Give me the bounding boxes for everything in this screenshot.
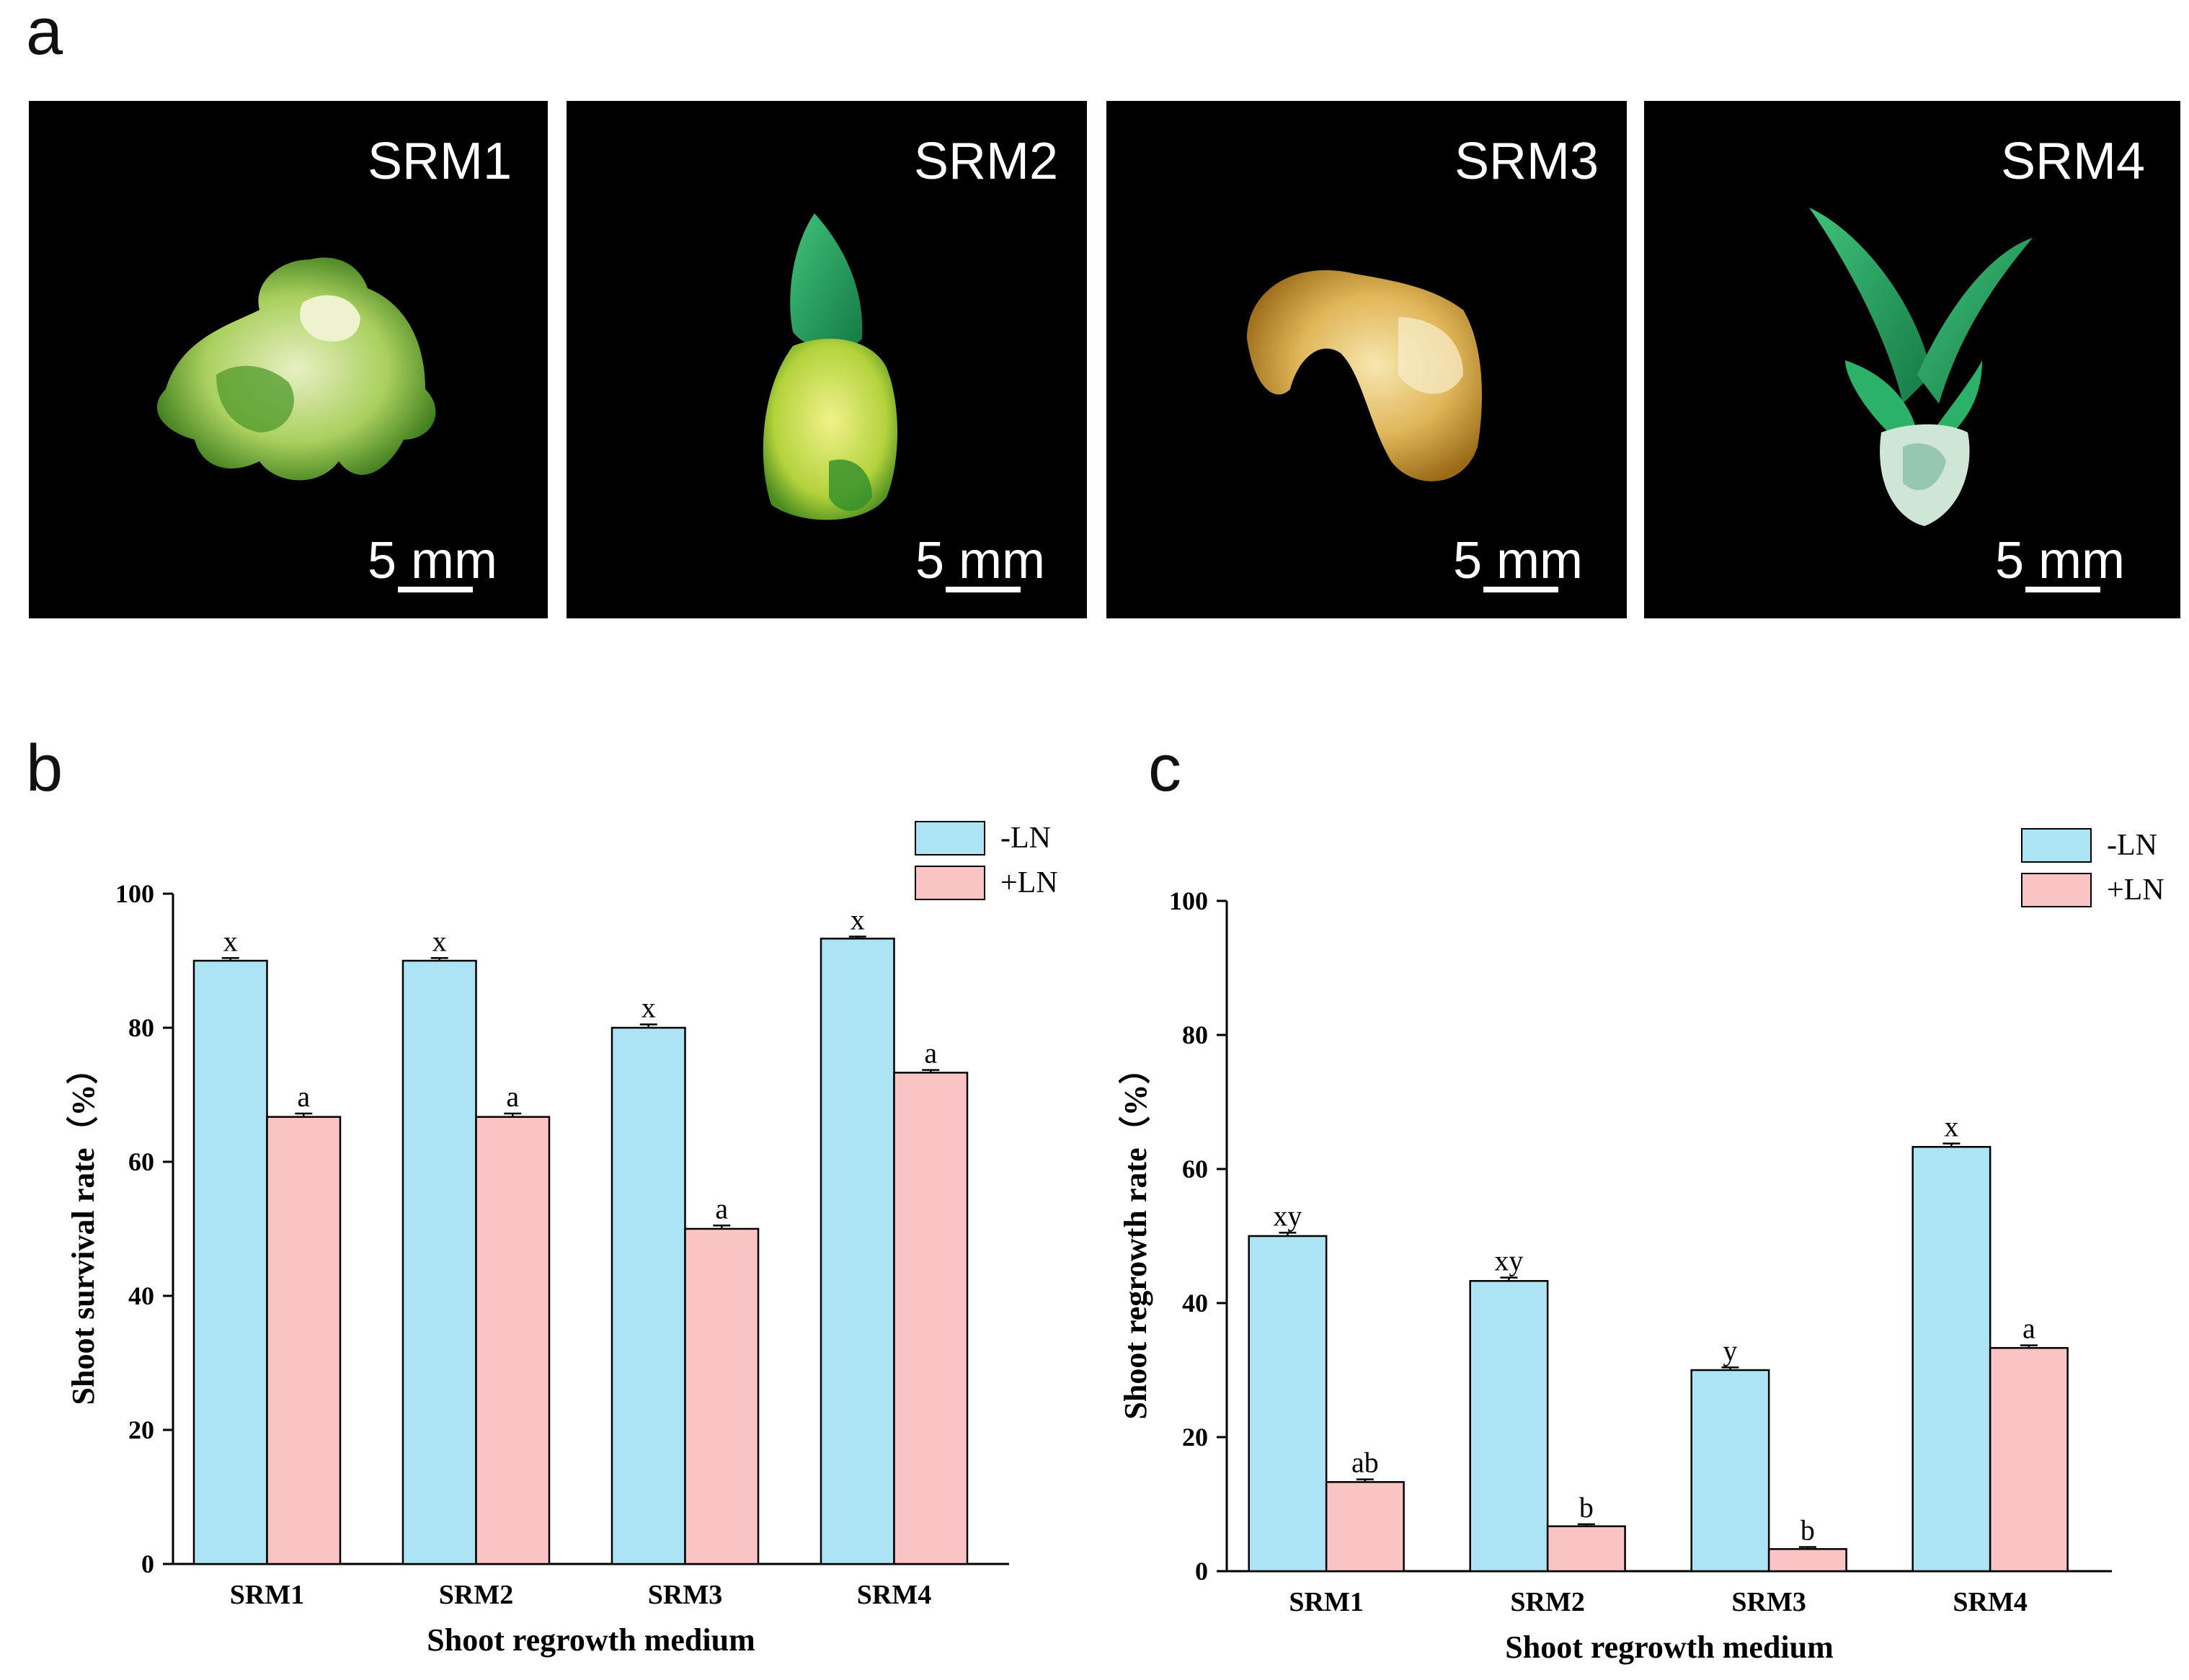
explant-srm1 (156, 257, 436, 481)
significance-letter: a (2023, 1312, 2035, 1345)
bar-c-srm4-minus-ln (1912, 1146, 1992, 1573)
bar-c-srm1-plus-ln (1325, 1481, 1405, 1573)
x-tick-label: SRM3 (1731, 1587, 1806, 1617)
x-axis-title: Shoot regrowth medium (427, 1622, 755, 1658)
y-tick-label: 20 (1182, 1423, 1208, 1452)
explant-srm4 (1809, 208, 2033, 526)
significance-letter: xy (1494, 1245, 1523, 1277)
bar-c-srm3-minus-ln (1690, 1369, 1770, 1573)
scale-bar-srm3 (1483, 587, 1558, 592)
y-tick-label: 20 (128, 1415, 154, 1444)
x-tick-label: SRM4 (1953, 1587, 2027, 1617)
legend-label-minus-ln: -LN (2107, 829, 2157, 862)
explant-srm3 (1247, 270, 1482, 481)
scale-bar-srm2 (946, 587, 1021, 592)
significance-letter: xy (1273, 1199, 1302, 1232)
y-tick-label: 40 (128, 1281, 154, 1310)
photo-label-srm1: SRM1 (368, 133, 512, 190)
x-tick-label: SRM1 (230, 1580, 304, 1610)
significance-letter: b (1801, 1514, 1815, 1547)
bar-b-srm1-plus-ln (266, 1116, 342, 1565)
bar-c-srm4-plus-ln (1989, 1347, 2069, 1573)
scale-label-srm4: 5 mm (1995, 532, 2125, 590)
significance-letter: x (432, 925, 447, 957)
significance-letter: x (851, 904, 865, 936)
panel-letter-a: a (26, 0, 63, 68)
photo-strip: SRM1 5 mm SRM2 5 mm SRM3 5 mm (29, 101, 2180, 618)
y-tick-label: 100 (115, 879, 154, 908)
significance-letter: x (223, 925, 238, 957)
y-axis-title: Shoot regrowth rate（%） (1118, 1052, 1153, 1419)
photo-srm3: SRM3 5 mm (1106, 101, 1627, 618)
bar-b-srm2-minus-ln (401, 959, 477, 1565)
y-tick-label: 0 (1195, 1557, 1208, 1586)
bar-b-srm4-minus-ln (820, 938, 895, 1565)
y-tick-label: 80 (128, 1013, 154, 1042)
legend-swatch-plus-ln (915, 866, 985, 900)
scale-label-srm1: 5 mm (368, 532, 497, 590)
legend-swatch-plus-ln (2021, 873, 2092, 907)
photo-label-srm3: SRM3 (1455, 133, 1599, 190)
bar-b-srm3-plus-ln (684, 1227, 760, 1565)
x-tick-label: SRM4 (857, 1580, 931, 1610)
photo-label-srm2: SRM2 (914, 133, 1058, 190)
photo-srm4: SRM4 5 mm (1644, 101, 2180, 618)
bar-c-srm2-minus-ln (1469, 1280, 1549, 1573)
significance-letter: a (506, 1080, 519, 1113)
x-axis-title: Shoot regrowth medium (1505, 1630, 1834, 1665)
scale-bar-srm4 (2025, 587, 2100, 592)
bar-b-srm4-plus-ln (893, 1072, 969, 1565)
y-tick-label: 60 (128, 1147, 154, 1176)
significance-letter: ab (1351, 1446, 1379, 1479)
explant-srm2 (763, 213, 897, 520)
survival-rate-chart: 0 20 40 60 80 100 x a SRM1 x a SRM2 x a SRM3 x a SRM4 Shoo… (66, 821, 1058, 1658)
y-tick-label: 40 (1182, 1289, 1208, 1317)
bar-c-srm1-minus-ln (1248, 1235, 1328, 1573)
bar-c-srm2-plus-ln (1546, 1525, 1626, 1573)
legend-swatch-minus-ln (915, 821, 985, 855)
photo-label-srm4: SRM4 (2001, 133, 2145, 190)
legend-label-plus-ln: +LN (2107, 874, 2164, 907)
significance-letter: y (1723, 1334, 1737, 1366)
legend-label-plus-ln: +LN (1000, 866, 1058, 899)
photo-srm1: SRM1 5 mm (29, 101, 548, 618)
x-tick-label: SRM2 (439, 1580, 513, 1610)
y-axis-title: Shoot survival rate（%） (66, 1053, 101, 1405)
scale-label-srm2: 5 mm (915, 532, 1045, 590)
scale-label-srm3: 5 mm (1453, 532, 1583, 590)
y-tick-label: 0 (141, 1550, 154, 1578)
significance-letter: x (641, 991, 656, 1023)
panel-letter-c: c (1148, 732, 1181, 805)
photo-srm2: SRM2 5 mm (567, 101, 1087, 618)
significance-letter: a (297, 1080, 310, 1113)
bar-b-srm2-plus-ln (475, 1116, 551, 1565)
x-tick-label: SRM3 (648, 1580, 722, 1610)
legend-swatch-minus-ln (2021, 828, 2092, 863)
legend-label-minus-ln: -LN (1000, 822, 1051, 855)
y-tick-label: 80 (1182, 1021, 1208, 1049)
y-tick-label: 60 (1182, 1155, 1208, 1183)
regrowth-rate-chart: 0 20 40 60 80 100 xy ab SRM1 xy b SRM2 y b SRM3 x a SRM4 S… (1118, 828, 2164, 1665)
scale-bar-srm1 (398, 587, 473, 592)
significance-letter: b (1579, 1491, 1594, 1524)
bar-c-srm3-plus-ln (1767, 1548, 1847, 1573)
x-tick-label: SRM2 (1510, 1587, 1584, 1617)
significance-letter: a (715, 1192, 728, 1225)
bar-b-srm3-minus-ln (610, 1026, 686, 1565)
x-tick-label: SRM1 (1289, 1587, 1363, 1617)
panel-letter-b: b (26, 732, 63, 805)
y-tick-label: 100 (1169, 886, 1208, 915)
significance-letter: a (924, 1037, 937, 1070)
bar-b-srm1-minus-ln (192, 959, 268, 1565)
significance-letter: x (1944, 1111, 1958, 1143)
